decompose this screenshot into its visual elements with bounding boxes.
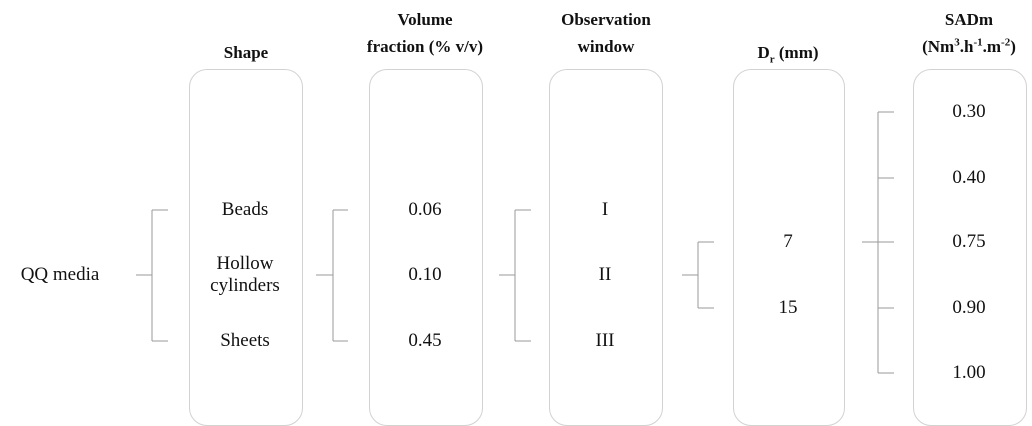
vf-item-0-10: 0.10	[408, 264, 442, 285]
sadm-item-0-30: 0.30	[952, 101, 986, 122]
header-volume-fraction: Volume fraction (% v/v)	[355, 6, 495, 60]
header-sadm-line-1: SADm	[944, 10, 994, 29]
header-observation-window: Observation window	[540, 6, 672, 60]
dr-item-15: 15	[778, 297, 798, 318]
ow-item-i: I	[601, 199, 609, 220]
ow-item-iii: III	[595, 330, 615, 351]
column-shape-box	[189, 69, 303, 426]
header-vf-line-2: fraction (% v/v)	[366, 37, 484, 56]
header-sadm: SADm (Nm3.h-1.m-2)	[910, 6, 1028, 60]
shape-item-beads: Beads	[221, 199, 269, 220]
shape-item-hollow-cylinders: Hollow cylinders	[210, 253, 280, 296]
sadm-item-1-00: 1.00	[952, 362, 986, 383]
header-dr-tail: (mm)	[774, 43, 819, 62]
header-shape: Shape	[190, 39, 302, 66]
header-dr-sub: r	[769, 53, 775, 66]
header-dr-main: D	[757, 43, 770, 62]
column-volume-fraction-box	[369, 69, 483, 426]
column-observation-window-box	[549, 69, 663, 426]
sadm-item-0-75: 0.75	[952, 231, 986, 252]
dr-item-7: 7	[783, 231, 793, 252]
vf-item-0-45: 0.45	[408, 330, 442, 351]
shape-item-sheets: Sheets	[220, 330, 270, 351]
header-sadm-line-2: (Nm3.h-1.m-2)	[922, 36, 1016, 56]
sadm-item-0-40: 0.40	[952, 167, 986, 188]
sadm-item-0-90: 0.90	[952, 297, 986, 318]
header-ow-line-2: window	[577, 37, 635, 56]
header-shape-line-1: Shape	[223, 43, 269, 62]
header-vf-line-1: Volume	[397, 10, 453, 29]
header-ow-line-1: Observation	[561, 10, 651, 29]
vf-item-0-06: 0.06	[408, 199, 442, 220]
root-label: QQ media	[20, 264, 100, 285]
header-dr: Dr (mm)	[732, 39, 844, 66]
ow-item-ii: II	[598, 264, 612, 285]
